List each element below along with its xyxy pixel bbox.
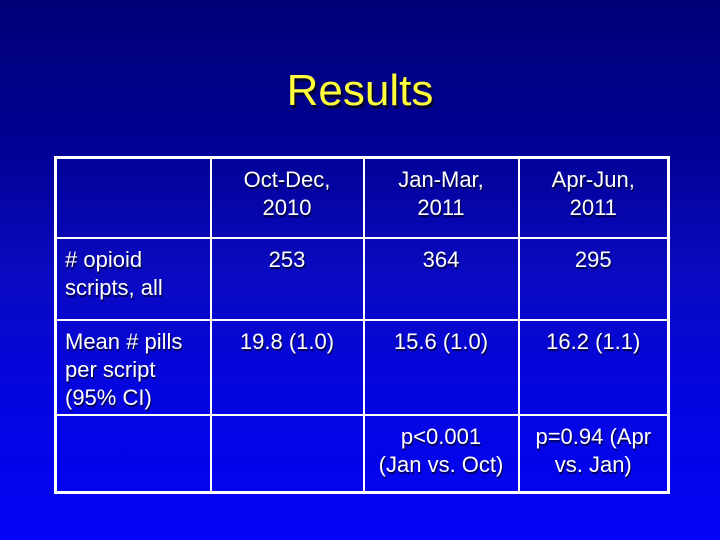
table-row-opioid-scripts: # opioid scripts, all 253 364 295: [54, 236, 670, 321]
table-corner-cell: [54, 156, 212, 239]
table-row-mean-pills: Mean # pills per script (95% CI) 19.8 (1…: [54, 318, 670, 416]
table-cell-pills-oct: 19.8 (1.0): [209, 318, 365, 416]
column-header-apr-jun-2011: Apr-Jun, 2011: [517, 156, 670, 239]
row-label-mean-pills: Mean # pills per script (95% CI): [54, 318, 212, 416]
table-cell-pills-jan: 15.6 (1.0): [362, 318, 520, 416]
table-cell-pvalue-empty: [209, 413, 365, 494]
table-cell-pills-apr: 16.2 (1.1): [517, 318, 670, 416]
table-cell-scripts-apr: 295: [517, 236, 670, 321]
results-table: Oct-Dec, 2010 Jan-Mar, 2011 Apr-Jun, 201…: [54, 156, 670, 494]
row-label-opioid-scripts: # opioid scripts, all: [54, 236, 212, 321]
column-header-jan-mar-2011: Jan-Mar, 2011: [362, 156, 520, 239]
slide-title: Results: [286, 66, 434, 115]
table-row-pvalues: p<0.001 (Jan vs. Oct) p=0.94 (Apr vs. Ja…: [54, 413, 670, 494]
table-cell-pvalue-apr-vs-jan: p=0.94 (Apr vs. Jan): [517, 413, 670, 494]
table-cell-scripts-oct: 253: [209, 236, 365, 321]
row-label-empty: [54, 413, 212, 494]
table-cell-scripts-jan: 364: [362, 236, 520, 321]
table-cell-pvalue-jan-vs-oct: p<0.001 (Jan vs. Oct): [362, 413, 520, 494]
table-header-row: Oct-Dec, 2010 Jan-Mar, 2011 Apr-Jun, 201…: [54, 156, 670, 239]
column-header-oct-dec-2010: Oct-Dec, 2010: [209, 156, 365, 239]
